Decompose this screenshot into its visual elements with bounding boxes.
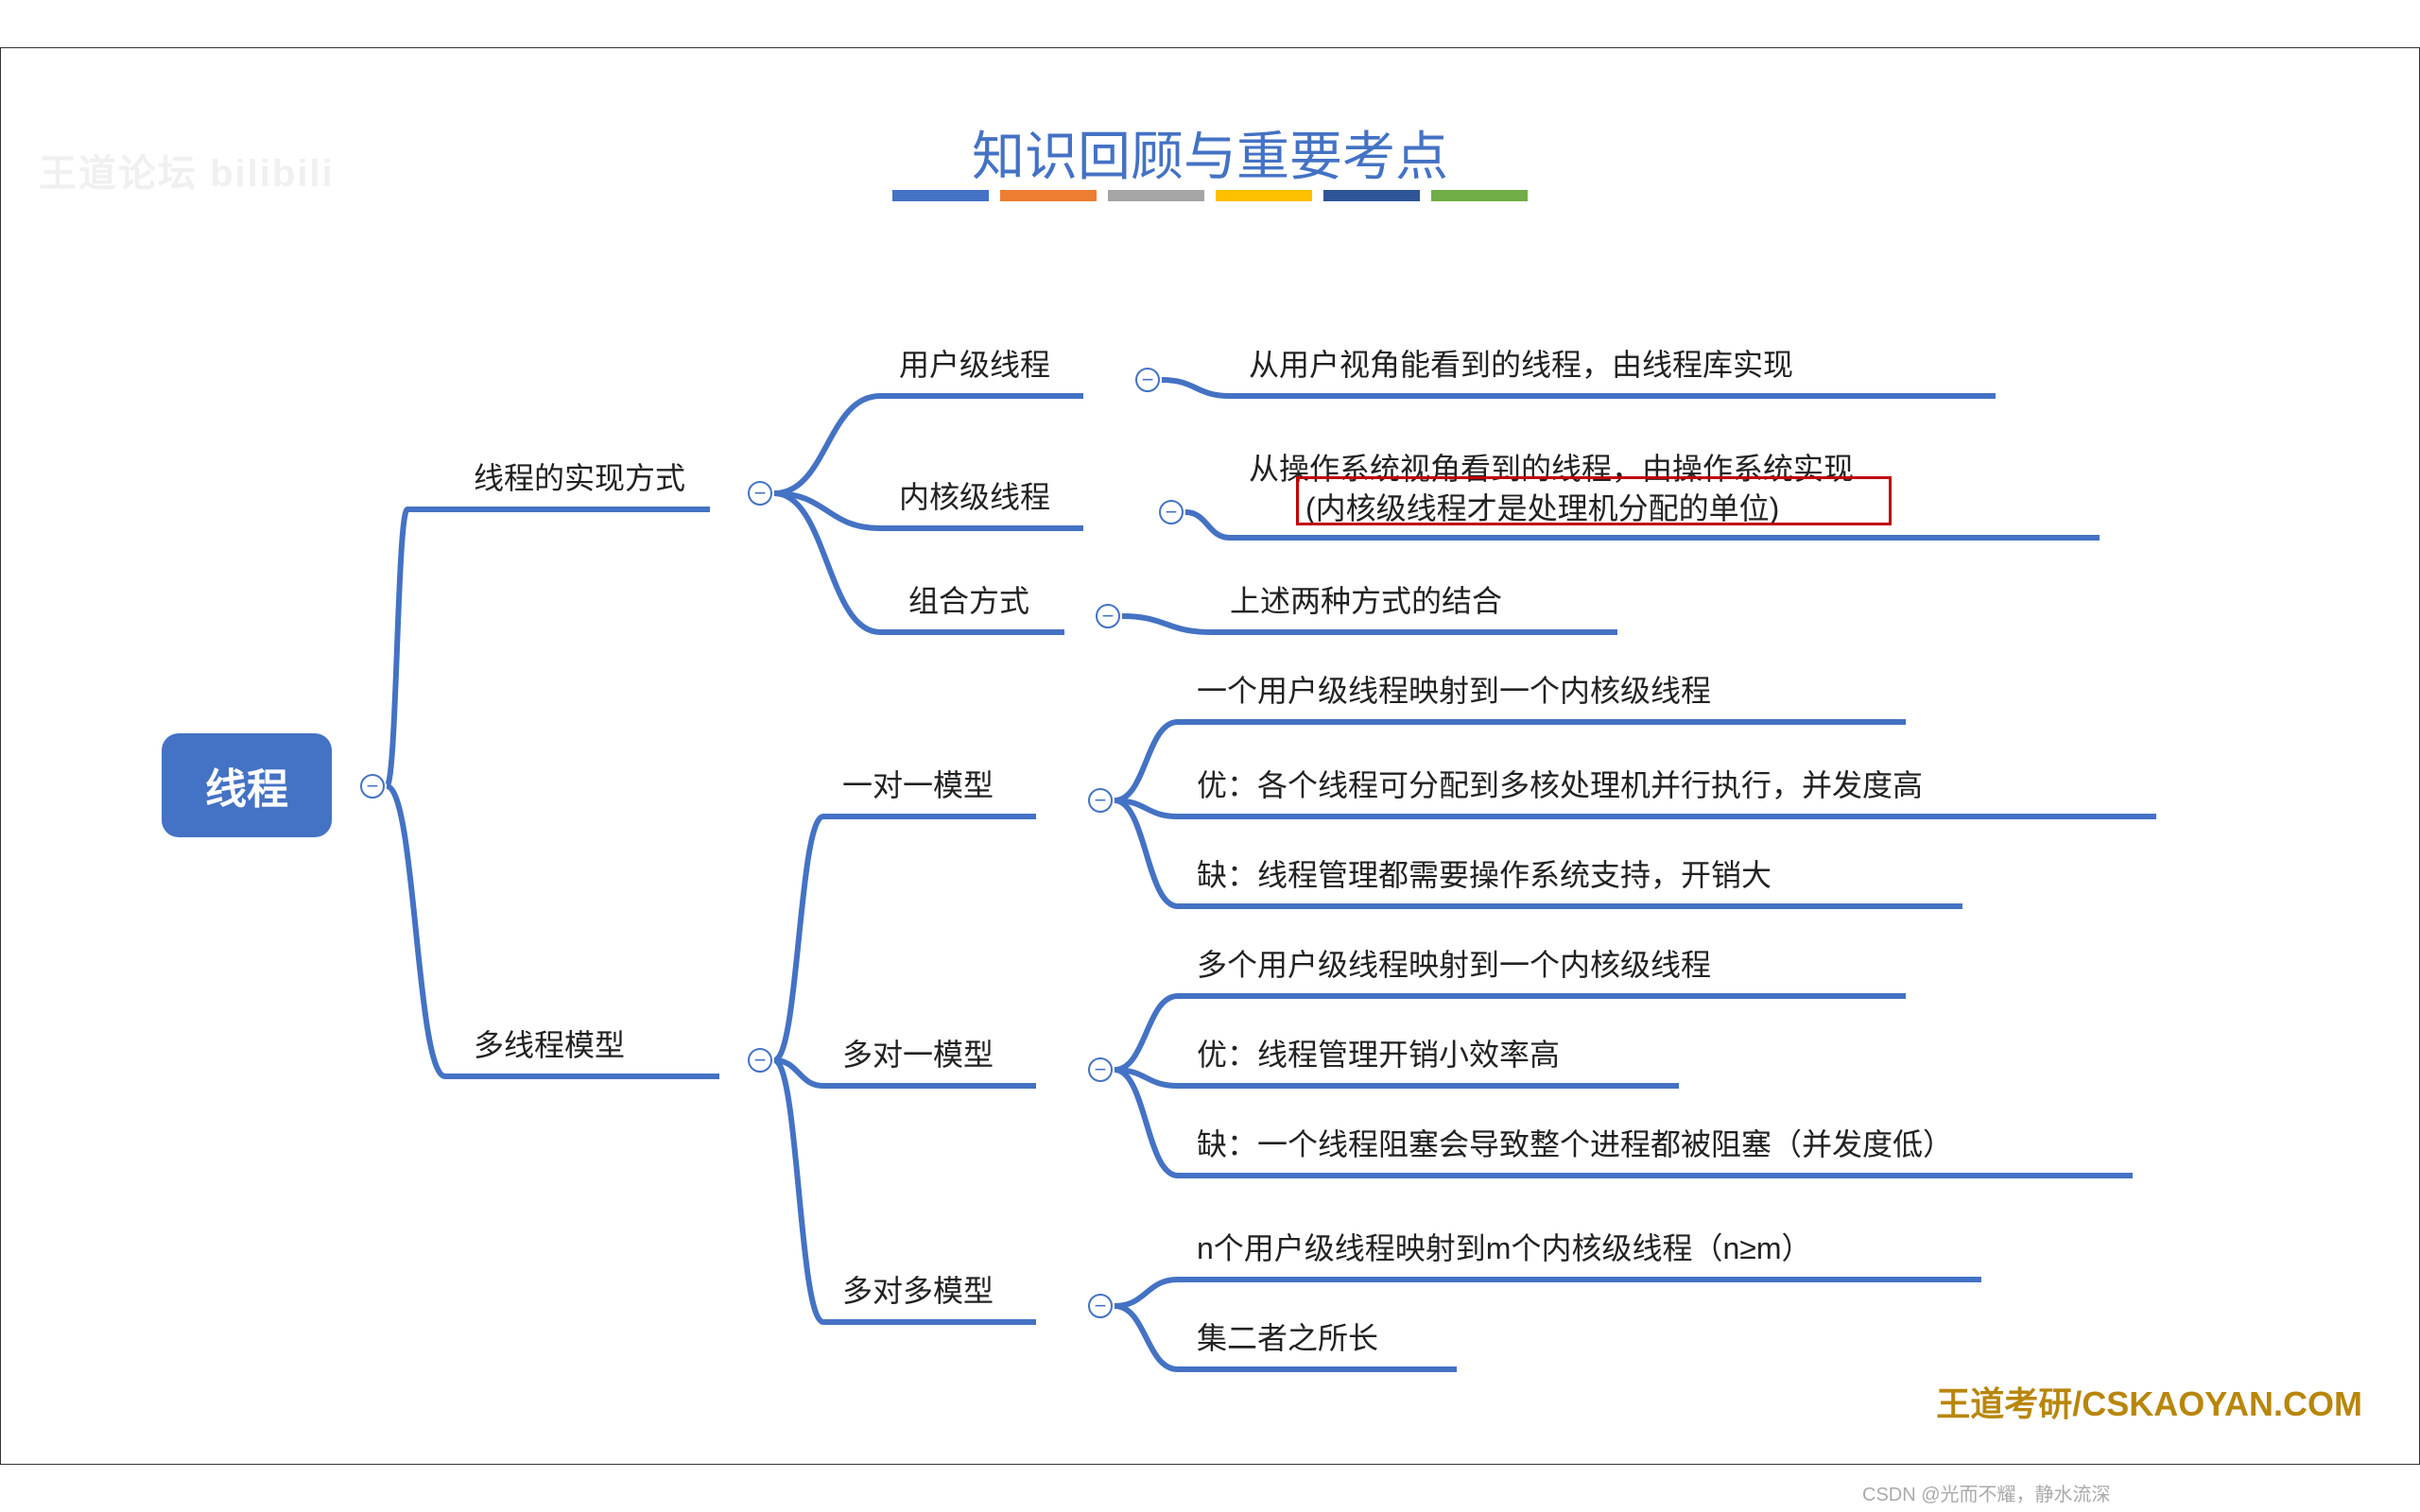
underline (1178, 1366, 1457, 1372)
attribution: CSDN @光而不耀，静水流深 (1862, 1479, 2111, 1506)
color-bar (1216, 190, 1312, 201)
leaf-one2one-0: 一个用户级线程映射到一个内核级线程 (1197, 667, 1711, 711)
underline (1178, 903, 1962, 909)
node-combo: 组合方式 (908, 577, 1029, 621)
underline (1178, 719, 1906, 725)
collapse-toggle-icon[interactable]: − (748, 1048, 772, 1073)
color-bar (892, 190, 989, 201)
underline (1178, 1083, 1679, 1089)
node-one2one: 一对一模型 (842, 762, 994, 805)
highlight-box (1296, 476, 1892, 525)
collapse-toggle-icon[interactable]: − (748, 481, 772, 506)
leaf-combo-0: 上述两种方式的结合 (1230, 577, 1502, 621)
color-bar (1108, 190, 1204, 201)
collapse-toggle-icon[interactable]: − (1135, 368, 1160, 392)
underline (1178, 1277, 1981, 1282)
node-kernel: 内核级线程 (899, 473, 1050, 517)
leaf-m2one-1: 优：线程管理开销小效率高 (1197, 1031, 1560, 1074)
collapse-toggle-icon[interactable]: − (1088, 1294, 1113, 1318)
underline (823, 1083, 1036, 1089)
collapse-toggle-icon[interactable]: − (1088, 788, 1113, 813)
node-m2one: 多对一模型 (842, 1031, 994, 1074)
underline (880, 629, 1064, 635)
leaf-one2one-1: 优：各个线程可分配到多核处理机并行执行，并发度高 (1197, 762, 1923, 805)
leaf-user-0: 从用户视角能看到的线程，由线程库实现 (1249, 341, 1793, 385)
root-label: 线程 (205, 755, 288, 816)
underline (445, 1074, 719, 1079)
underline (1178, 993, 1906, 999)
footer-credit: 王道考研/CSKAOYAN.COM (1936, 1377, 2362, 1426)
leaf-m2m-1: 集二者之所长 (1197, 1314, 1378, 1358)
slide-frame: 王道论坛 bilibili 知识回顾与重要考点 线程 王道考研/CSKAOYAN… (0, 47, 2420, 1465)
slide-title: 知识回顾与重要考点 (1, 114, 2419, 191)
branch-impl: 线程的实现方式 (474, 455, 685, 498)
underline (823, 1319, 1036, 1325)
node-m2m: 多对多模型 (842, 1267, 994, 1311)
underline (880, 393, 1083, 399)
color-bar (1000, 190, 1097, 201)
collapse-toggle-icon[interactable]: − (1159, 500, 1184, 524)
leaf-m2one-2: 缺：一个线程阻塞会导致整个进程都被阻塞（并发度低） (1197, 1121, 1953, 1164)
underline (1178, 814, 2156, 819)
color-bars (892, 190, 1528, 201)
underline (1230, 393, 1996, 399)
collapse-toggle-icon[interactable]: − (1096, 604, 1120, 628)
leaf-m2m-0: n个用户级线程映射到m个内核级线程（n≥m） (1197, 1225, 1811, 1268)
underline (880, 525, 1083, 531)
root-node: 线程 (162, 733, 332, 837)
underline (823, 814, 1036, 819)
color-bar (1431, 190, 1528, 201)
leaf-one2one-2: 缺：线程管理都需要操作系统支持，开销大 (1197, 851, 1772, 895)
underline (1230, 535, 2100, 541)
underline (1211, 629, 1617, 635)
branch-model: 多线程模型 (474, 1022, 625, 1065)
leaf-m2one-0: 多个用户级线程映射到一个内核级线程 (1197, 941, 1711, 985)
underline (1178, 1173, 2133, 1178)
underline (407, 507, 710, 512)
color-bar (1323, 190, 1420, 201)
collapse-toggle-icon[interactable]: − (360, 774, 385, 799)
node-user: 用户级线程 (899, 341, 1050, 385)
collapse-toggle-icon[interactable]: − (1088, 1057, 1113, 1082)
